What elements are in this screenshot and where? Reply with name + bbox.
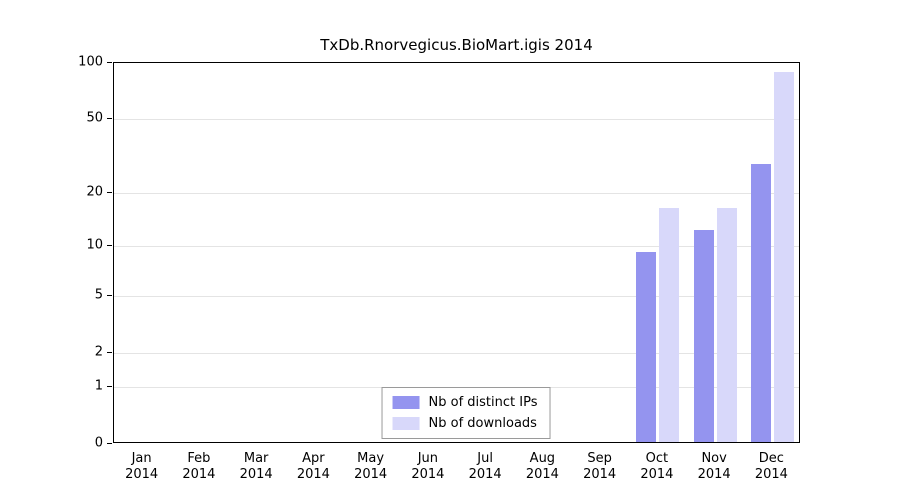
y-tick-label: 20 [86, 184, 103, 200]
x-tick-year: 2014 [239, 466, 273, 482]
x-tick-label: Jun 2014 [399, 451, 456, 482]
x-tick-year: 2014 [354, 466, 388, 482]
y-tick-mark [107, 385, 112, 387]
x-tick-label: Feb 2014 [170, 451, 227, 482]
y-tick-label: 5 [94, 287, 103, 303]
legend-entry: Nb of downloads [392, 416, 538, 431]
x-tick-label: Oct 2014 [628, 451, 685, 482]
gridline [114, 246, 799, 248]
x-tick-month: May [357, 451, 385, 466]
y-tick-mark [107, 118, 112, 120]
x-tick-year: 2014 [296, 466, 330, 482]
y-tick-label: 0 [94, 435, 103, 451]
x-tick-month: Oct [645, 451, 669, 466]
bar-distinct-ips [693, 230, 714, 442]
x-tick-year: 2014 [697, 466, 731, 482]
x-tick-year: 2014 [525, 466, 559, 482]
y-tick-mark [107, 295, 112, 297]
legend-swatch-distinct-ips [392, 396, 420, 409]
x-tick-year: 2014 [754, 466, 788, 482]
x-tick-label: Jul 2014 [457, 451, 514, 482]
x-tick-month: Nov [701, 451, 727, 466]
gridline [114, 119, 799, 121]
y-tick-mark [107, 245, 112, 247]
legend: Nb of distinct IPs Nb of downloads [381, 387, 551, 439]
x-tick-year: 2014 [125, 466, 159, 482]
x-tick-year: 2014 [182, 466, 216, 482]
y-tick-mark [107, 191, 112, 193]
x-tick-label: Apr 2014 [285, 451, 342, 482]
y-tick-label: 50 [86, 110, 103, 126]
y-tick-mark [107, 352, 112, 354]
x-tick-label: Nov 2014 [686, 451, 743, 482]
y-tick-mark [107, 443, 112, 444]
x-tick-label: Jan 2014 [113, 451, 170, 482]
plot-area [113, 62, 800, 443]
bar-distinct-ips [636, 251, 657, 442]
gridline [114, 296, 799, 298]
y-tick-label: 1 [94, 378, 103, 394]
bar-distinct-ips [750, 164, 771, 442]
legend-label: Nb of downloads [428, 416, 537, 431]
x-tick-year: 2014 [411, 466, 445, 482]
x-tick-month: Jul [477, 451, 493, 466]
x-tick-month: Jun [417, 451, 439, 466]
y-tick-mark [107, 62, 112, 63]
gridline [114, 353, 799, 355]
x-tick-month: Sep [587, 451, 612, 466]
y-tick-label: 2 [94, 344, 103, 360]
x-tick-label: May 2014 [342, 451, 399, 482]
bar-downloads [716, 208, 737, 442]
x-tick-label: Mar 2014 [228, 451, 285, 482]
x-tick-year: 2014 [640, 466, 674, 482]
y-tick-label: 10 [86, 237, 103, 253]
x-tick-label: Aug 2014 [514, 451, 571, 482]
x-tick-year: 2014 [468, 466, 502, 482]
legend-label: Nb of distinct IPs [428, 395, 538, 410]
bar-downloads [773, 72, 794, 442]
x-tick-month: Feb [187, 451, 211, 466]
x-tick-month: Apr [302, 451, 325, 466]
x-tick-year: 2014 [583, 466, 617, 482]
legend-entry: Nb of distinct IPs [392, 395, 538, 410]
legend-swatch-downloads [392, 417, 420, 430]
x-tick-month: Jan [131, 451, 152, 466]
x-tick-month: Aug [529, 451, 556, 466]
x-tick-label: Dec 2014 [743, 451, 800, 482]
y-tick-label: 100 [78, 54, 103, 70]
x-tick-month: Mar [243, 451, 269, 466]
x-tick-label: Sep 2014 [571, 451, 628, 482]
bar-downloads [659, 208, 680, 442]
gridline [114, 192, 799, 194]
chart-title: TxDb.Rnorvegicus.BioMart.igis 2014 [320, 36, 593, 54]
x-tick-month: Dec [758, 451, 784, 466]
